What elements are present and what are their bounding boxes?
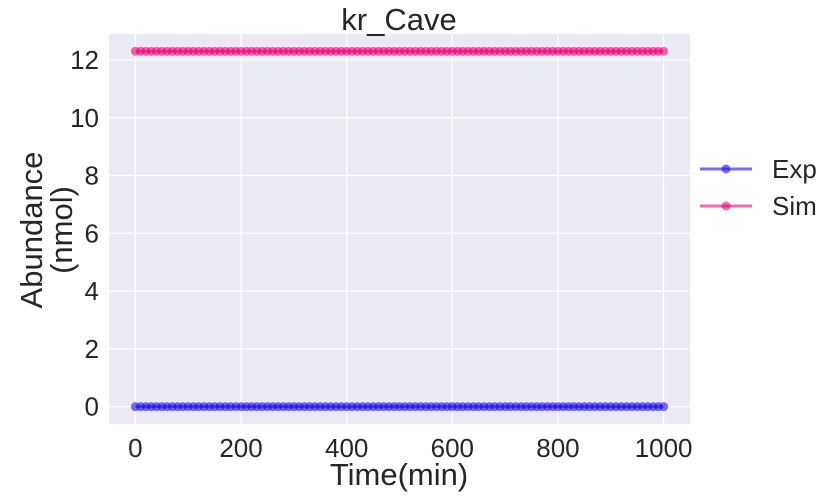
x-tick-label: 400 <box>325 433 368 463</box>
x-axis-label: Time(min) <box>330 457 468 492</box>
x-tick-label: 200 <box>219 433 262 463</box>
y-tick-label: 10 <box>70 103 99 133</box>
y-tick-label: 8 <box>85 161 99 191</box>
series-layer <box>130 46 669 412</box>
y-tick-label: 6 <box>85 218 99 248</box>
legend-marker-exp <box>721 164 731 174</box>
series-exp <box>130 402 669 412</box>
legend: Exp Sim <box>700 154 817 221</box>
y-tick-label: 2 <box>85 334 99 364</box>
y-ticks: 0 2 4 6 8 10 12 <box>70 45 99 422</box>
series-sim <box>130 46 669 56</box>
legend-item-exp: Exp <box>700 154 817 184</box>
legend-label-sim: Sim <box>772 191 817 221</box>
x-tick-label: 600 <box>431 433 474 463</box>
legend-marker-sim <box>721 201 731 211</box>
x-tick-label: 1000 <box>635 433 693 463</box>
grid <box>109 34 690 424</box>
y-axis-label-line-2: (nmol) <box>44 186 79 274</box>
legend-item-sim: Sim <box>700 191 817 221</box>
plot-area <box>109 34 690 424</box>
x-tick-label: 0 <box>128 433 142 463</box>
data-point-sim <box>659 46 669 56</box>
y-tick-label: 0 <box>85 392 99 422</box>
chart-title: kr_Cave <box>341 2 456 37</box>
y-tick-label: 4 <box>85 276 99 306</box>
x-tick-label: 800 <box>536 433 579 463</box>
legend-label-exp: Exp <box>772 154 817 184</box>
y-tick-label: 12 <box>70 45 99 75</box>
data-point-exp <box>659 402 669 412</box>
x-ticks: 0 200 400 600 800 1000 <box>128 433 692 463</box>
y-axis-label-line-1: Abundance <box>14 152 49 309</box>
